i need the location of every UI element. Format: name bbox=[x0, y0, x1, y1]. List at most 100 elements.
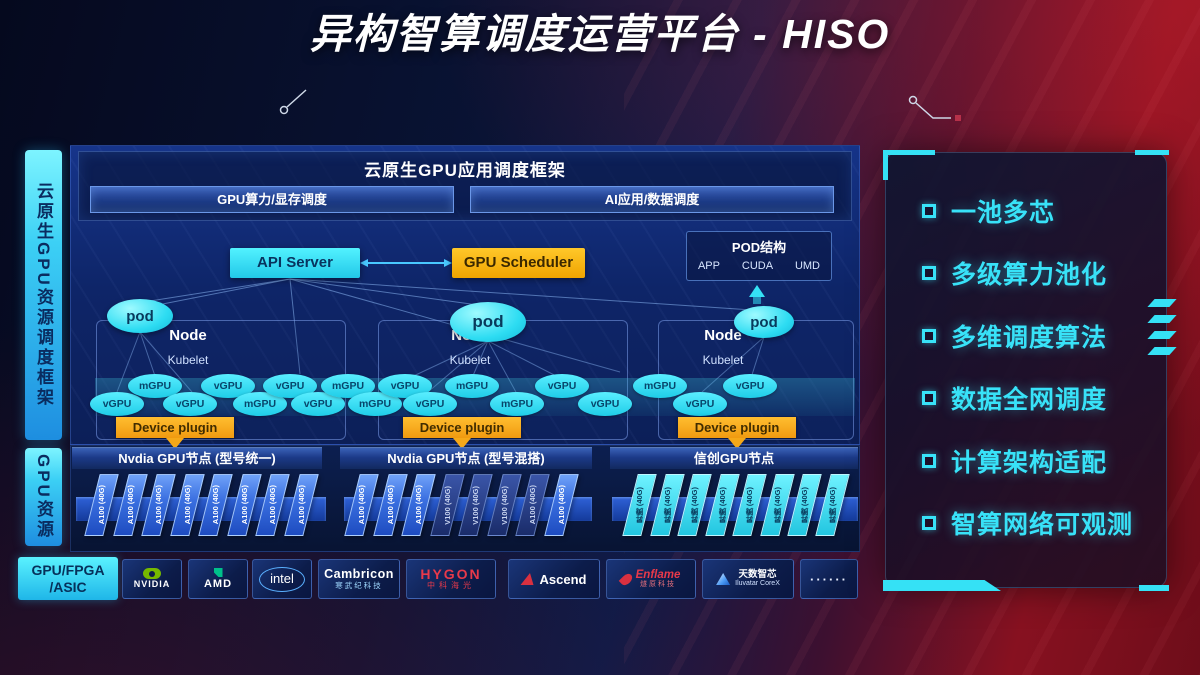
mgpu-ellipse: mGPU bbox=[321, 374, 375, 398]
feature-item: 一池多芯 bbox=[922, 193, 1144, 229]
gpu-card-label: 昇腾 (40G) bbox=[690, 486, 700, 524]
gpu-card-label: 昇腾 (40G) bbox=[772, 486, 782, 524]
hardware-line2: /ASIC bbox=[49, 578, 87, 595]
framework-title: 云原生GPU应用调度框架 bbox=[364, 161, 566, 180]
gpu-card: V100 (40G) bbox=[458, 474, 493, 536]
feature-item: 计算架构适配 bbox=[922, 443, 1144, 479]
panel-corner-accent bbox=[883, 150, 935, 155]
pod-ellipse-3: pod bbox=[734, 306, 794, 338]
pod-ellipse-1: pod bbox=[107, 299, 173, 333]
vendor-tile-cambricon: Cambricon 寒武纪科技 bbox=[318, 559, 400, 599]
gpu-card: A100 (40G) bbox=[344, 474, 379, 536]
gpu-card-label: A100 (40G) bbox=[211, 485, 220, 525]
gpu-scheduler-box: GPU Scheduler bbox=[452, 248, 585, 278]
gpu-card-label: A100 (40G) bbox=[182, 485, 192, 525]
iluvatar-logo-icon bbox=[716, 573, 731, 585]
feature-label: 一池多芯 bbox=[951, 199, 1056, 227]
hardware-line1: GPU/FPGA bbox=[31, 562, 105, 579]
gpu-card: A100 (40G) bbox=[84, 474, 119, 536]
gpu-compute-scheduling-button: GPU算力/显存调度 bbox=[90, 186, 454, 213]
panel-corner-accent bbox=[1135, 150, 1169, 155]
gpu-card: A100 (40G) bbox=[226, 474, 262, 536]
ai-app-data-scheduling-button: AI应用/数据调度 bbox=[470, 186, 834, 213]
checkbox-icon bbox=[922, 515, 936, 530]
gpu-card: A100 (40G) bbox=[401, 474, 436, 536]
checkbox-icon bbox=[922, 328, 936, 343]
gpu-card: V100 (40G) bbox=[429, 474, 465, 536]
amd-logo-icon bbox=[213, 567, 223, 577]
vendor-tile-more: ······ bbox=[800, 559, 858, 599]
nvidia-label: NVIDIA bbox=[133, 579, 171, 590]
kubelet-label: Kubelet bbox=[449, 353, 491, 367]
vendor-tile-intel: intel bbox=[252, 559, 312, 599]
vgpu-ellipse: vGPU bbox=[578, 392, 632, 416]
gpu-card-label: A100 (40G) bbox=[357, 485, 366, 525]
gpu-card-label: 昇腾 (40G) bbox=[635, 486, 645, 524]
checkbox-icon bbox=[922, 453, 936, 468]
feature-label: 数据全网调度 bbox=[951, 386, 1108, 415]
checkbox-icon bbox=[922, 391, 936, 406]
ascend-label: Ascend bbox=[539, 571, 587, 587]
gpu-card: A100 (40G) bbox=[169, 474, 205, 536]
iluvatar-sublabel: Iluvatar CoreX bbox=[735, 580, 780, 588]
gpu-group-header-3: 信创GPU节点 bbox=[610, 447, 858, 469]
vendor-tile-hygon: HYGON 中科海光 bbox=[406, 559, 496, 599]
gpu-card: A100 (40G) bbox=[198, 474, 233, 536]
gpu-card-label: A100 (40G) bbox=[385, 485, 395, 525]
feature-panel: 一池多芯多级算力池化 多维调度算法 数据全网调度 计算架构适配 智算网络可观测 bbox=[883, 150, 1177, 591]
gpu-card-label: V100 (40G) bbox=[471, 485, 480, 525]
gpu-card-label: A100 (40G) bbox=[154, 485, 163, 525]
sidebar-framework-bar: 云原生GPU资源调度框架 bbox=[25, 150, 62, 440]
feature-label: 计算架构适配 bbox=[951, 448, 1108, 477]
feature-item: 多级算力池化 bbox=[922, 255, 1144, 291]
pod-layer-app: APP bbox=[697, 260, 720, 272]
gpu-card-group-1: A100 (40G) A100 (40G) A100 (40G) A100 (40G)… bbox=[76, 474, 326, 538]
gpu-card-label: 昇腾 (40G) bbox=[800, 486, 810, 524]
device-plugin-box-3: Device plugin bbox=[678, 417, 796, 438]
mgpu-ellipse: mGPU bbox=[633, 374, 687, 398]
hygon-sublabel: 中科海光 bbox=[427, 581, 475, 591]
feature-label: 多级算力池化 bbox=[951, 261, 1108, 290]
vendor-tile-amd: AMD bbox=[188, 559, 248, 599]
pod-layer-cuda: CUDA bbox=[741, 260, 774, 272]
vgpu-ellipse: vGPU bbox=[673, 392, 727, 416]
vgpu-ellipse: vGPU bbox=[723, 374, 777, 398]
feature-label: 多维调度算法 bbox=[951, 323, 1108, 352]
gpu-card: V100 (40G) bbox=[486, 474, 522, 536]
vgpu-ellipse: vGPU bbox=[403, 392, 457, 416]
device-plugin-box-2: Device plugin bbox=[403, 417, 521, 438]
page-title: 异构智算调度运营平台 - HISO bbox=[309, 11, 891, 57]
device-plugin-box-1: Device plugin bbox=[116, 417, 234, 438]
more-vendors-label: ······ bbox=[810, 571, 848, 587]
mgpu-ellipse: mGPU bbox=[128, 374, 182, 398]
panel-corner-accent bbox=[883, 150, 888, 180]
nvidia-logo-icon bbox=[142, 568, 161, 580]
mgpu-ellipse: mGPU bbox=[445, 374, 499, 398]
feature-label: 智算网络可观测 bbox=[951, 510, 1134, 539]
panel-corner-accent bbox=[883, 580, 1001, 591]
iluvatar-label: 天数智芯 bbox=[738, 568, 777, 580]
node-label: Node bbox=[704, 327, 742, 344]
vgpu-ellipse: vGPU bbox=[291, 392, 345, 416]
enflame-sublabel: 燧原科技 bbox=[640, 581, 676, 589]
pod-structure-title: POD结构 bbox=[731, 240, 787, 255]
kubelet-label: Kubelet bbox=[167, 353, 209, 367]
gpu-card-label: A100 (40G) bbox=[125, 485, 135, 525]
amd-label: AMD bbox=[203, 577, 233, 590]
gpu-card-label: A100 (40G) bbox=[239, 485, 249, 525]
sidebar-gpu-resource-label: GPU资源 bbox=[34, 454, 53, 540]
checkbox-icon bbox=[922, 266, 936, 281]
feature-item: 智算网络可观测 bbox=[922, 505, 1144, 541]
vendor-tile-enflame: Enflame 燧原科技 bbox=[606, 559, 696, 599]
vendor-tile-ascend: Ascend bbox=[508, 559, 600, 599]
pod-ellipse-2: pod bbox=[450, 302, 526, 342]
gpu-card: A100 (40G) bbox=[255, 474, 290, 536]
gpu-card-label: 昇腾 (40G) bbox=[662, 486, 672, 524]
sidebar-gpu-resource-bar: GPU资源 bbox=[25, 448, 62, 546]
gpu-card-label: V100 (40G) bbox=[442, 485, 452, 525]
gpu-card: A100 (40G) bbox=[283, 474, 319, 536]
feature-item: 数据全网调度 bbox=[922, 380, 1144, 416]
pod-structure-box: POD结构 APP CUDA UMD bbox=[686, 231, 832, 281]
vendor-tile-nvidia: NVIDIA bbox=[122, 559, 182, 599]
